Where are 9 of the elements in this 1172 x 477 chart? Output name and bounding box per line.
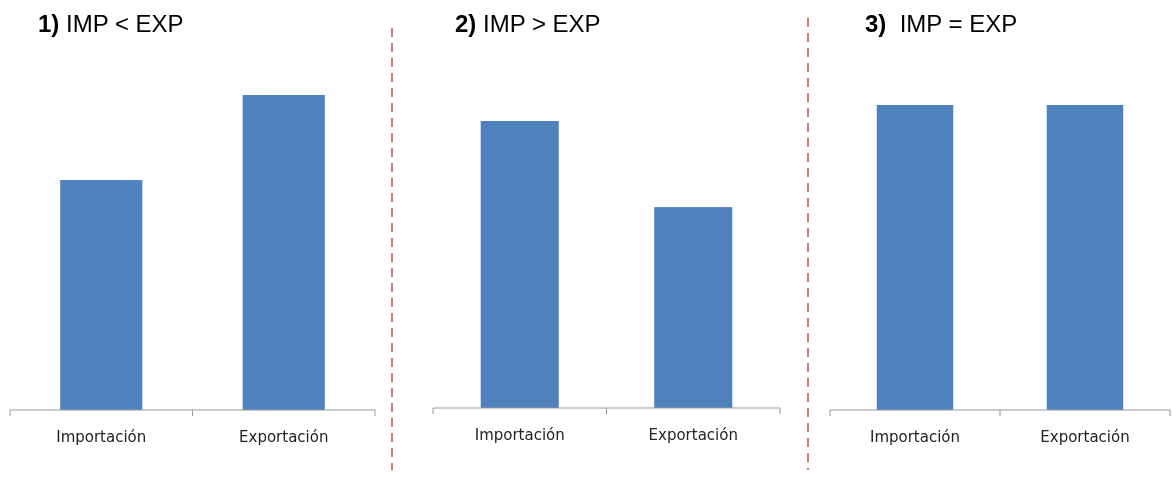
x-tick-label: Importación (56, 428, 147, 446)
x-tick-label: Exportación (239, 428, 329, 446)
x-tick-label: Exportación (648, 426, 738, 444)
x-tick-label: Exportación (1040, 428, 1130, 446)
x-tick-label: Importación (869, 428, 961, 446)
chart-title: 3) IMP = EXP (865, 10, 1018, 37)
chart-title: 1) IMP < EXP (38, 10, 184, 37)
x-tick-label: Importación (474, 426, 565, 444)
chart-title: 2) IMP > EXP (455, 10, 601, 37)
